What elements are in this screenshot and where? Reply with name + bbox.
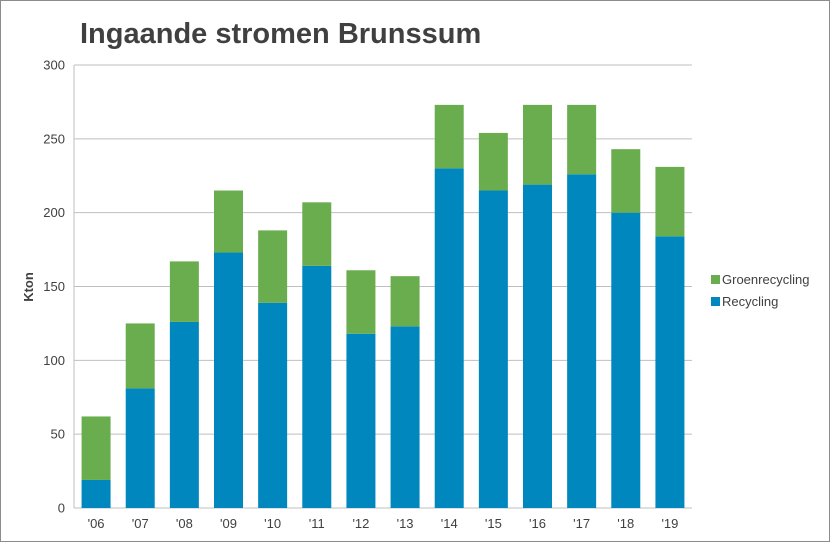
bar-groenrecycling-10	[258, 230, 288, 303]
legend-label-recycling: Recycling	[722, 294, 778, 309]
legend-swatch-groenrecycling	[711, 275, 720, 284]
y-tick-labels: 0 50 100 150 200 250 300	[43, 58, 65, 516]
bar-recycling-17	[567, 174, 597, 509]
x-tick-label: '08	[176, 516, 193, 531]
bar-recycling-09	[214, 252, 243, 508]
bar-recycling-18	[611, 212, 641, 508]
y-tick-label: 250	[43, 131, 65, 146]
bar-recycling-06	[81, 479, 111, 508]
bar-groenrecycling-17	[567, 104, 597, 175]
bar-recycling-15	[478, 190, 508, 508]
bar-groenrecycling-19	[655, 166, 685, 237]
bar-groenrecycling-13	[390, 276, 420, 327]
legend-label-groenrecycling: Groenrecycling	[722, 272, 809, 287]
bar-groenrecycling-11	[302, 202, 332, 266]
bar-groenrecycling-18	[611, 149, 641, 213]
x-tick-label: '06	[88, 516, 105, 531]
bar-groenrecycling-08	[169, 261, 199, 322]
x-tick-label: '09	[220, 516, 237, 531]
y-tick-label: 0	[58, 501, 65, 516]
y-tick-label: 100	[43, 353, 65, 368]
x-tick-label: '12	[352, 516, 369, 531]
x-tick-label: '18	[617, 516, 634, 531]
x-tick-label: '19	[661, 516, 678, 531]
bar-recycling-13	[390, 326, 420, 508]
bar-recycling-12	[346, 333, 376, 508]
bar-groenrecycling-07	[125, 323, 155, 389]
x-tick-label: '13	[397, 516, 414, 531]
x-tick-label: '10	[264, 516, 281, 531]
bar-groenrecycling-16	[523, 104, 552, 185]
bar-recycling-14	[434, 168, 464, 508]
x-tick-label: '07	[132, 516, 149, 531]
bar-recycling-07	[125, 388, 155, 508]
y-tick-label: 300	[43, 58, 65, 73]
bar-recycling-08	[169, 321, 199, 508]
x-tick-label: '16	[529, 516, 546, 531]
bar-recycling-11	[302, 265, 332, 508]
legend: Groenrecycling Recycling	[711, 272, 809, 309]
bar-groenrecycling-12	[346, 270, 376, 334]
chart-title: Ingaande stromen Brunssum	[80, 18, 482, 50]
y-tick-label: 150	[43, 279, 65, 294]
y-tick-label: 200	[43, 205, 65, 220]
legend-swatch-recycling	[711, 297, 720, 306]
bar-recycling-16	[523, 184, 552, 509]
bar-groenrecycling-14	[434, 104, 464, 169]
x-tick-label: '11	[309, 516, 325, 531]
bar-groenrecycling-06	[81, 416, 111, 480]
bar-groenrecycling-15	[478, 132, 508, 191]
bars	[81, 104, 685, 509]
bar-recycling-19	[655, 236, 685, 508]
y-axis-label: Kton	[21, 272, 36, 302]
x-tick-label: '17	[573, 516, 590, 531]
bar-groenrecycling-09	[214, 190, 243, 253]
y-tick-label: 50	[51, 427, 65, 442]
x-tick-label: '14	[441, 516, 458, 531]
grid-lines	[73, 64, 692, 509]
x-tick-labels: '06 '07 '08 '09 '10 '11 '12 '13 '14 '15 '16 '17 '18 '…	[88, 516, 679, 531]
x-tick-label: '15	[485, 516, 502, 531]
bar-recycling-10	[258, 302, 288, 508]
